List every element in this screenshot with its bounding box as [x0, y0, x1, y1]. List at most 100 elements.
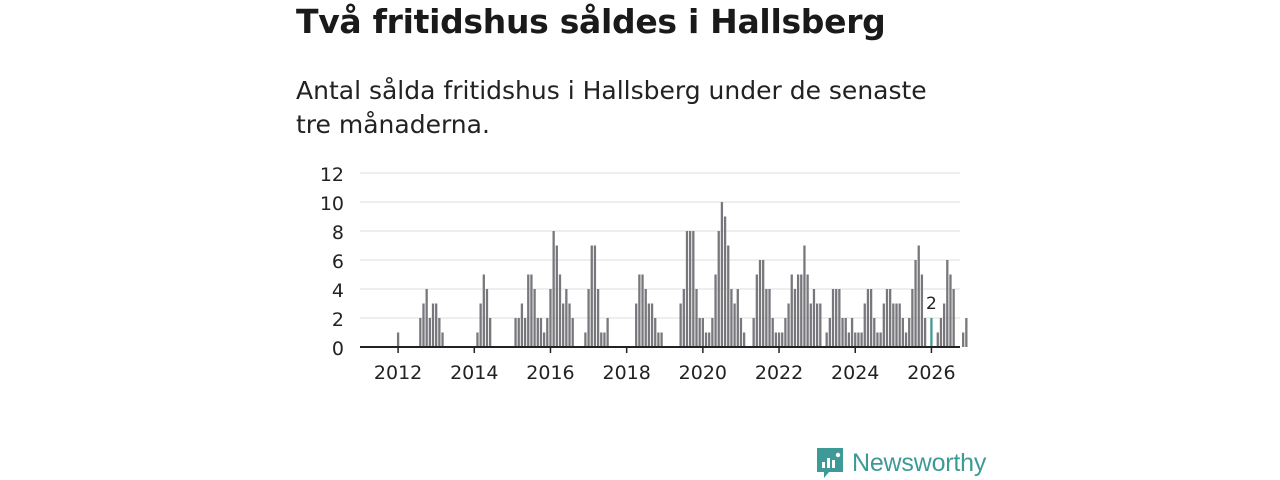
bar: [873, 318, 876, 347]
bar: [542, 332, 546, 347]
bar: [596, 289, 600, 347]
x-tick-label: 2026: [907, 362, 955, 384]
bar: [635, 303, 638, 347]
y-tick-label: 10: [320, 193, 344, 215]
bar: [904, 332, 908, 347]
bar: [527, 274, 530, 347]
bar: [765, 289, 768, 347]
bar: [942, 303, 946, 347]
bar: [441, 332, 444, 347]
bar: [889, 289, 892, 347]
bar: [844, 318, 847, 347]
bar: [555, 245, 558, 347]
y-tick-label: 6: [332, 251, 344, 273]
bar: [841, 318, 844, 347]
bar: [771, 318, 774, 347]
bar: [479, 303, 482, 347]
bar: [606, 318, 609, 347]
bar: [914, 260, 917, 347]
bar: [733, 303, 736, 347]
bar: [758, 260, 762, 347]
bar: [816, 303, 819, 347]
bar: [838, 289, 841, 347]
bar: [660, 332, 663, 347]
bar: [428, 318, 431, 347]
y-tick-label: 12: [320, 164, 344, 186]
bar: [533, 289, 536, 347]
bar: [600, 332, 603, 347]
bar: [562, 303, 565, 347]
bar: [866, 289, 870, 347]
bar: [520, 303, 524, 347]
bar: [523, 318, 527, 347]
bar: [485, 289, 489, 347]
bar: [965, 318, 968, 347]
x-tick-label: 2016: [526, 362, 574, 384]
bar: [482, 274, 485, 347]
bar: [885, 289, 889, 347]
bar: [863, 303, 866, 347]
bar: [898, 303, 901, 347]
y-tick-label: 2: [332, 309, 344, 331]
bar: [812, 289, 816, 347]
bar: [590, 245, 593, 347]
bar: [638, 274, 641, 347]
newsworthy-wordmark: Newsworthy: [852, 448, 987, 477]
bar: [857, 332, 860, 347]
x-tick-label: 2014: [450, 362, 498, 384]
bar: [568, 303, 571, 347]
x-tick-label: 2012: [374, 362, 422, 384]
bar: [917, 245, 920, 347]
bar: [911, 289, 914, 347]
y-tick-label: 0: [332, 338, 344, 360]
bar: [736, 289, 739, 347]
bar: [800, 274, 803, 347]
bar: [708, 332, 711, 347]
bar: [552, 231, 555, 347]
bar: [752, 318, 755, 347]
bar: [641, 274, 644, 347]
bar: [946, 260, 949, 347]
newsworthy-logo: Newsworthy: [815, 446, 986, 480]
bar: [962, 332, 965, 347]
bar: [435, 303, 438, 347]
bar: [787, 303, 790, 347]
bar: [714, 274, 717, 347]
bar: [530, 274, 533, 347]
bar: [825, 332, 828, 347]
x-tick-label: 2018: [602, 362, 650, 384]
bar: [685, 231, 689, 347]
bar: [549, 289, 552, 347]
bar: [806, 274, 809, 347]
bar: [695, 289, 698, 347]
bar: [831, 289, 835, 347]
bar: [558, 274, 562, 347]
bar: [689, 231, 692, 347]
bar: [936, 332, 939, 347]
bar: [774, 332, 778, 347]
bar: [654, 318, 657, 347]
highlight-value-label: 2: [926, 294, 937, 314]
bar: [939, 318, 943, 347]
bar: [644, 289, 647, 347]
bar: [895, 303, 898, 347]
bar: [730, 289, 733, 347]
bar: [727, 245, 730, 347]
bar: [869, 289, 873, 347]
chart-subtitle: Antal sålda fritidshus i Hallsberg under…: [296, 76, 927, 139]
bar: [908, 318, 911, 347]
bar: [768, 289, 771, 347]
bar: [819, 303, 822, 347]
bar: [723, 216, 727, 347]
bar: [847, 332, 851, 347]
bar: [901, 318, 904, 347]
bar: [790, 274, 793, 347]
bar: [739, 318, 743, 347]
bar: [476, 332, 479, 347]
bar: [876, 332, 879, 347]
bar: [438, 318, 441, 347]
bar: [835, 289, 838, 347]
bar: [879, 332, 882, 347]
bar: [850, 318, 854, 347]
bar: [539, 318, 543, 347]
